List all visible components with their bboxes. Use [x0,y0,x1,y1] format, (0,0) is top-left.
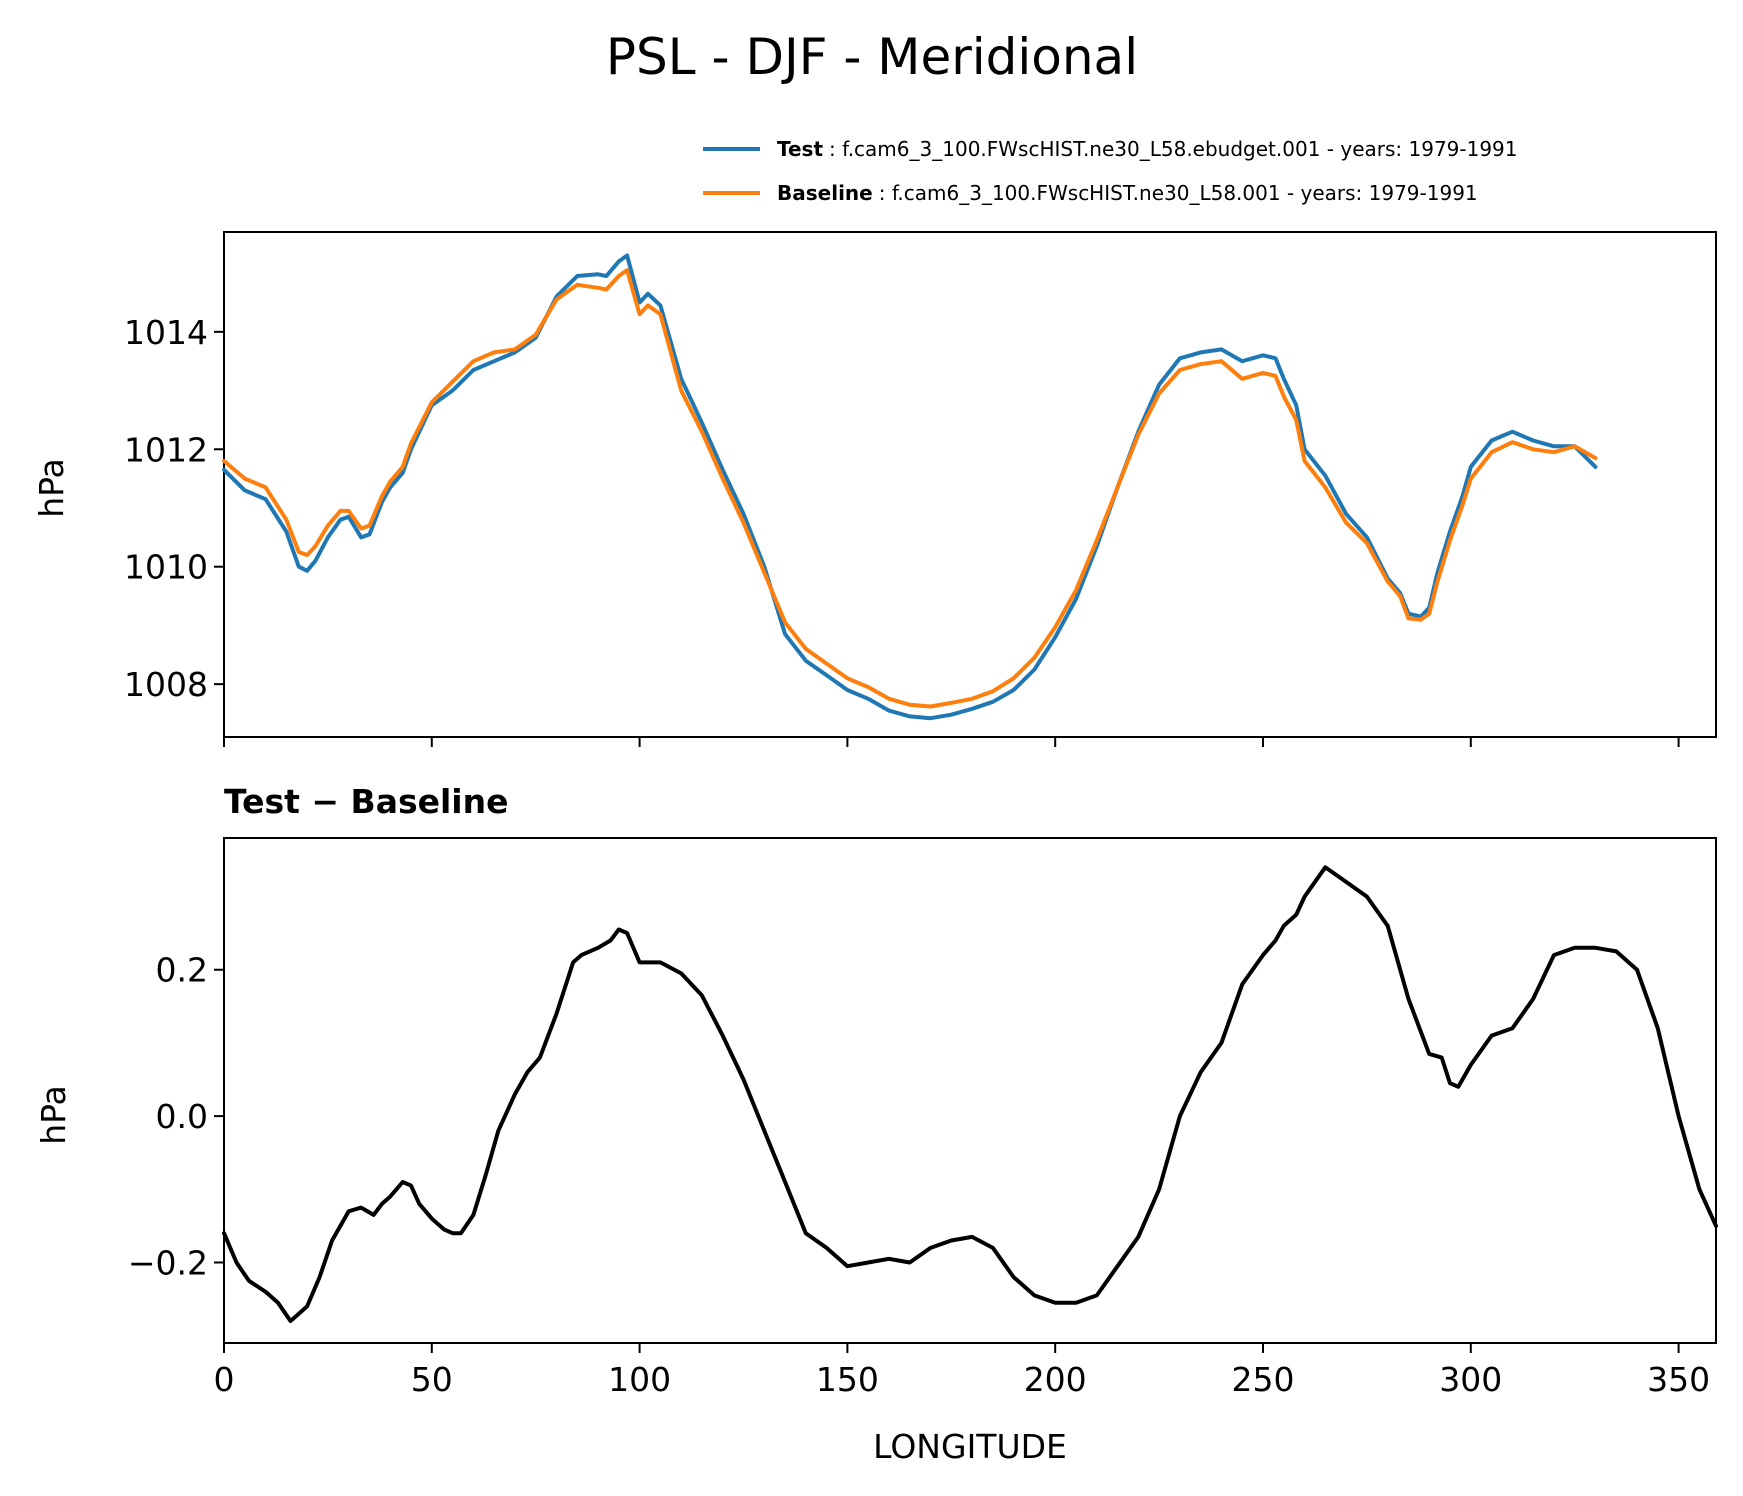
figure-title: PSL - DJF - Meridional [606,28,1138,86]
diff-ytick-label: −0.2 [128,1243,208,1282]
legend-baseline: Baseline: f.cam6_3_100.FWscHIST.ne30_L58… [777,181,1478,205]
psl-series-baseline [222,268,1598,709]
legend-test-label: Test [777,137,823,161]
legend: Test: f.cam6_3_100.FWscHIST.ne30_L58.ebu… [703,137,1518,205]
legend-baseline-label: Baseline [777,181,873,205]
diff-xtick-label: 100 [608,1360,671,1399]
diff-panel-title: Test − Baseline [224,782,509,821]
diff-ylabel: hPa [34,1085,73,1145]
diff-xtick-label: 50 [411,1360,453,1399]
diff-xtick-label: 250 [1231,1360,1294,1399]
psl-panel-frame [223,231,1717,738]
psl-ytick-label: 1008 [124,665,208,704]
legend-test: Test: f.cam6_3_100.FWscHIST.ne30_L58.ebu… [777,137,1518,161]
diff-xlabel: LONGITUDE [873,1427,1067,1466]
psl-series-test [222,253,1598,721]
psl-panel: hPa 1008 1010 1012 1014 [32,231,1717,747]
diff-xtick-label: 0 [214,1360,235,1399]
diff-series-test-baseline [222,865,1718,1323]
diff-panel: hPa LONGITUDE −0.2 0.0 0.2 0 50 100 150 200 250 3… [34,837,1718,1466]
psl-ytick-label: 1012 [124,430,208,469]
diff-xtick-label: 150 [816,1360,879,1399]
legend-baseline-desc: : f.cam6_3_100.FWscHIST.ne30_L58.001 - y… [879,181,1478,205]
diff-xtick-label: 300 [1439,1360,1502,1399]
diff-ytick-label: 0.2 [156,951,208,990]
legend-test-desc: : f.cam6_3_100.FWscHIST.ne30_L58.ebudget… [829,137,1518,161]
diff-ytick-label: 0.0 [156,1097,208,1136]
diff-xtick-label: 350 [1647,1360,1710,1399]
psl-ytick-label: 1010 [124,548,208,587]
psl-ylabel: hPa [32,458,71,518]
diff-panel-frame [223,837,1717,1344]
psl-ytick-label: 1014 [124,313,208,352]
diff-xtick-label: 200 [1024,1360,1087,1399]
